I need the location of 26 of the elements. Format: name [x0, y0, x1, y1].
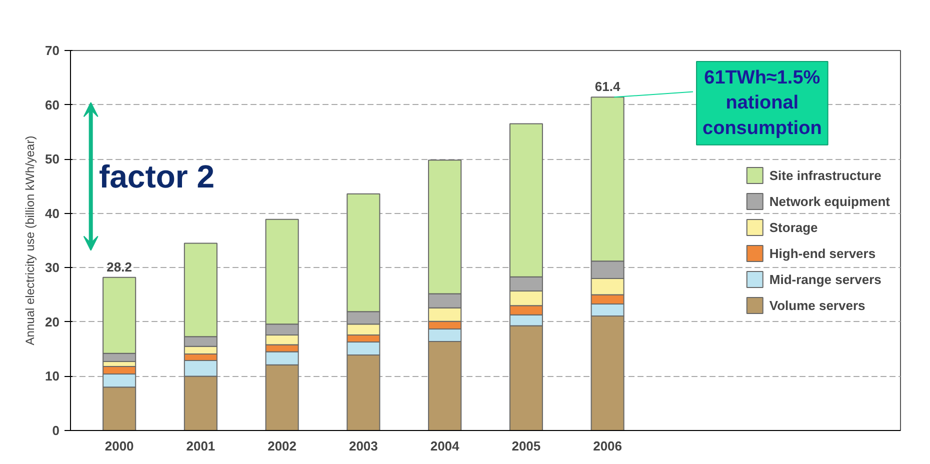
- legend-label: Volume servers: [769, 298, 866, 312]
- legend-label: Network equipment: [769, 194, 890, 208]
- x-tick-label: 2005: [512, 438, 541, 454]
- x-tick-label: 2004: [430, 438, 460, 454]
- x-tick-label: 2001: [186, 438, 216, 454]
- y-tick-label: 30: [45, 260, 60, 276]
- x-tick-label: 2000: [104, 438, 134, 454]
- y-tick-label: 20: [45, 314, 60, 330]
- y-tick-label: 70: [45, 43, 60, 58]
- total-label: 61.4: [594, 79, 621, 94]
- y-tick-label: 0: [52, 423, 60, 438]
- y-tick-label: 60: [45, 97, 60, 112]
- x-tick-label: 2003: [348, 438, 378, 454]
- total-label: 28.2: [106, 259, 132, 274]
- legend-label: Site infrastructure: [769, 168, 882, 182]
- annotation: 61TWh≈1.5% national consumption: [702, 67, 822, 139]
- x-tick-label: 2006: [593, 438, 622, 454]
- y-tick-label: 40: [45, 206, 60, 221]
- y-tick-label: 10: [45, 368, 60, 384]
- x-tick-label: 2002: [268, 438, 297, 454]
- y-tick-label: 50: [45, 152, 60, 167]
- legend-label: Storage: [769, 220, 818, 234]
- y-axis-title: Annual electricity use (billion kWh/year): [23, 136, 38, 346]
- legend-label: High-end servers: [769, 246, 876, 260]
- annotation: factor 2: [98, 158, 215, 194]
- legend-label: Mid-range servers: [769, 272, 882, 286]
